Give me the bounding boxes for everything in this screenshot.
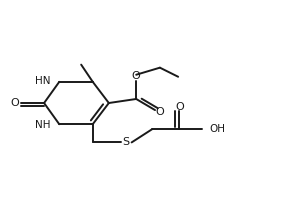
Text: O: O: [156, 107, 164, 117]
Text: OH: OH: [210, 124, 226, 134]
Text: O: O: [175, 102, 184, 112]
Text: NH: NH: [35, 120, 50, 130]
Text: O: O: [10, 98, 19, 108]
Text: S: S: [123, 137, 130, 147]
Text: HN: HN: [35, 76, 50, 86]
Text: O: O: [132, 71, 140, 81]
